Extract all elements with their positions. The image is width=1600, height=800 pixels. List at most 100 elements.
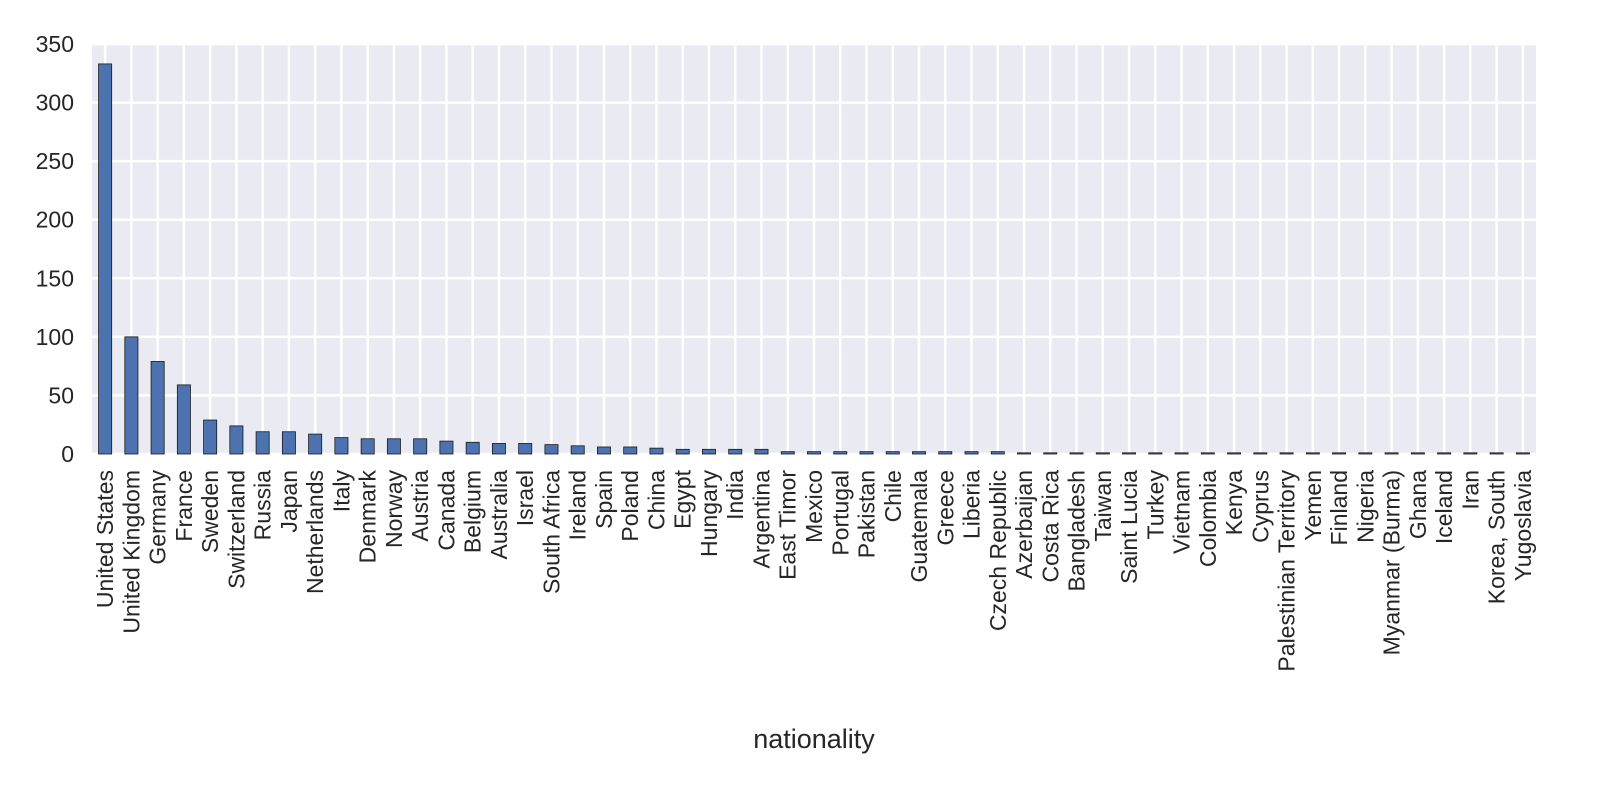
x-tick-label: Netherlands [302, 470, 328, 594]
bar [1069, 452, 1084, 455]
bar [255, 431, 270, 455]
x-tick-label: Kenya [1221, 470, 1247, 535]
bar [990, 451, 1005, 455]
x-tick-label: United States [92, 470, 118, 608]
x-tick-label: Denmark [355, 470, 381, 564]
x-tick-label: Liberia [959, 470, 985, 539]
bar [1305, 452, 1320, 455]
x-tick-label: Yemen [1300, 470, 1326, 541]
y-tick-label: 250 [36, 148, 74, 174]
x-tick-label: Czech Republic [985, 470, 1011, 631]
bar [1332, 452, 1347, 455]
bar [1279, 452, 1294, 455]
bar [1017, 452, 1031, 455]
x-tick-label: Sweden [197, 470, 223, 553]
x-tick-label: France [171, 470, 197, 542]
x-tick-label: Azerbaijan [1011, 470, 1037, 579]
x-tick-label: Japan [276, 470, 302, 533]
y-tick-label: 350 [36, 31, 74, 57]
x-tick-label: Switzerland [223, 470, 249, 589]
bar [675, 448, 690, 455]
bars [98, 63, 1530, 455]
x-tick-label: Canada [433, 470, 459, 551]
y-tick-label: 300 [36, 90, 74, 116]
x-tick-label: Iceland [1431, 470, 1457, 544]
bar [1410, 452, 1425, 455]
bar [623, 446, 638, 455]
y-tick-label: 50 [48, 382, 74, 408]
bar [702, 448, 716, 455]
x-tick-label: Turkey [1142, 470, 1168, 540]
y-tick-label: 150 [36, 265, 74, 291]
x-tick-label: Costa Rica [1037, 470, 1063, 583]
bar [859, 451, 874, 455]
bar [150, 361, 165, 455]
x-tick-label: Germany [145, 470, 171, 565]
bar [124, 336, 139, 455]
bar [203, 419, 218, 455]
x-tick-label: India [722, 470, 748, 520]
bar [912, 451, 926, 455]
bar [439, 440, 454, 455]
bar [544, 444, 559, 455]
x-tick-label: Myanmar (Burma) [1379, 470, 1405, 655]
x-tick-label: Nigeria [1352, 470, 1378, 543]
x-tick-label: Ghana [1405, 470, 1431, 539]
bar [1174, 452, 1189, 455]
bar [728, 448, 743, 455]
bar [176, 384, 191, 455]
x-tick-label: Finland [1326, 470, 1352, 545]
bar [597, 446, 611, 455]
x-tick-label: Egypt [670, 469, 696, 528]
bar [98, 63, 113, 455]
bar [334, 437, 349, 455]
bar [1463, 452, 1478, 455]
x-tick-label: Colombia [1195, 470, 1221, 567]
y-tick-label: 200 [36, 207, 74, 233]
x-tick-label: Vietnam [1169, 470, 1195, 554]
x-tick-label: Italy [328, 470, 354, 513]
bar [780, 451, 795, 455]
x-tick-label: China [643, 470, 669, 530]
x-tick-label: Palestinian Territory [1274, 470, 1300, 672]
bar [1122, 452, 1137, 455]
x-tick-label: Norway [381, 470, 407, 548]
bar [1384, 452, 1399, 455]
bar [807, 451, 821, 455]
x-tick-label: Israel [512, 470, 538, 526]
x-tick-label: Poland [617, 470, 643, 542]
x-tick-label: United Kingdom [118, 470, 144, 634]
bar [833, 451, 848, 455]
x-tick-label: Australia [486, 470, 512, 560]
x-tick-label: Korea, South [1484, 470, 1510, 604]
bar [518, 443, 533, 455]
x-tick-label: Taiwan [1090, 470, 1116, 542]
bar [1437, 452, 1452, 455]
x-tick-label: Austria [407, 470, 433, 542]
y-tick-label: 0 [61, 441, 74, 467]
bar [360, 438, 375, 455]
bar [1227, 452, 1242, 455]
bar [938, 451, 953, 455]
bar [1043, 452, 1058, 455]
bar [413, 438, 428, 455]
bar [308, 433, 323, 455]
x-tick-label: Guatemala [906, 470, 932, 583]
x-tick-label: Bangladesh [1064, 470, 1090, 592]
x-tick-label: Yugoslavia [1510, 470, 1536, 581]
bar [649, 447, 664, 455]
x-axis-title: nationality [753, 724, 875, 754]
bar [964, 451, 979, 455]
bar [229, 425, 244, 455]
x-axis-ticks: United States United Kingdom Germany France… [92, 469, 1536, 671]
x-tick-label: Mexico [801, 470, 827, 543]
bar [754, 448, 769, 455]
x-tick-label: Chile [880, 470, 906, 522]
x-tick-label: Saint Lucia [1116, 470, 1142, 584]
x-tick-label: Pakistan [854, 470, 880, 558]
x-tick-label: Greece [932, 470, 958, 545]
bar [1253, 452, 1268, 455]
x-tick-label: Argentina [748, 470, 774, 569]
x-tick-label: Hungary [696, 470, 722, 557]
